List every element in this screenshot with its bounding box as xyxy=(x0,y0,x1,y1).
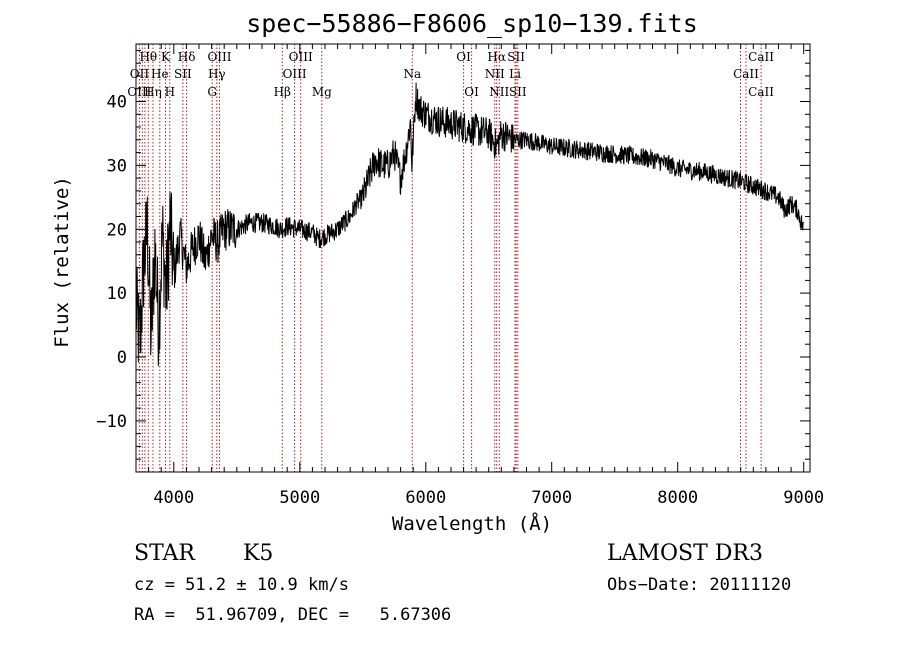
spectral-line-label: Hγ xyxy=(208,67,226,81)
spectral-line-label: Hη xyxy=(144,85,162,99)
y-axis-ticks: −10 0 10 20 30 40 xyxy=(96,49,810,460)
spectral-line-label: OI xyxy=(464,85,479,99)
spectral-line-label: SII xyxy=(174,67,192,81)
spectrum-line xyxy=(135,82,804,367)
y-tick-label: 0 xyxy=(117,348,127,368)
spectral-line-label: OI xyxy=(456,50,471,64)
x-tick-label: 7000 xyxy=(531,488,572,508)
spectral-line-label: SII xyxy=(507,50,525,64)
spectral-line-label: Na xyxy=(403,67,421,81)
redshift-velocity: cz = 51.2 ± 10.9 km/s xyxy=(134,575,349,595)
x-axis-ticks: 4000 5000 6000 7000 8000 9000 xyxy=(148,44,824,508)
spectral-line-label: CaII xyxy=(748,50,774,64)
x-axis-label: Wavelength (Å) xyxy=(392,512,552,535)
spectral-line-label: G xyxy=(207,85,217,99)
x-tick-label: 9000 xyxy=(783,488,824,508)
object-class: STAR xyxy=(134,541,196,566)
spectral-line-label: OII xyxy=(130,67,150,81)
object-subclass: K5 xyxy=(243,541,273,566)
spectral-line-label: NII xyxy=(485,67,505,81)
observation-date: Obs−Date: 20111120 xyxy=(607,575,791,595)
spectral-line-label: OIII xyxy=(127,85,151,99)
spectral-line-label: Li xyxy=(509,67,521,81)
plot-frame xyxy=(135,43,811,473)
spectral-line-label: NII xyxy=(489,85,509,99)
spectral-line-label: Hβ xyxy=(274,85,291,99)
spectral-line-label: He xyxy=(151,67,169,81)
spectral-line-label: Mg xyxy=(312,85,332,99)
y-tick-label: 10 xyxy=(107,284,127,304)
x-tick-label: 8000 xyxy=(657,488,698,508)
spectral-line-label: OIII xyxy=(289,50,313,64)
spectral-line-label: H xyxy=(165,85,175,99)
x-tick-label: 6000 xyxy=(405,488,446,508)
x-tick-label: 4000 xyxy=(153,488,194,508)
spectral-line-label: Hθ xyxy=(139,50,157,64)
y-tick-label: 40 xyxy=(107,93,127,113)
spectral-line-label: CaII xyxy=(733,67,759,81)
spectral-line-label: CaII xyxy=(748,85,774,99)
survey-name: LAMOST DR3 xyxy=(607,541,763,566)
spectral-line-label: Hδ xyxy=(178,50,196,64)
y-tick-label: 20 xyxy=(107,220,127,240)
ra-dec-coordinates: RA = 51.96709, DEC = 5.67306 xyxy=(134,605,451,625)
spectral-line-label: OIII xyxy=(283,67,307,81)
chart-title: spec−55886−F8606_sp10−139.fits xyxy=(246,9,698,38)
spectral-line-markers xyxy=(138,44,762,472)
spectral-line-label: K xyxy=(161,50,171,64)
x-tick-label: 5000 xyxy=(279,488,320,508)
y-axis-label: Flux (relative) xyxy=(51,176,73,348)
spectral-line-label: SII xyxy=(509,85,527,99)
spectral-line-label: Hα xyxy=(487,50,506,64)
y-tick-label: −10 xyxy=(96,412,127,432)
spectral-line-label: OIII xyxy=(207,50,231,64)
y-tick-label: 30 xyxy=(107,156,127,176)
